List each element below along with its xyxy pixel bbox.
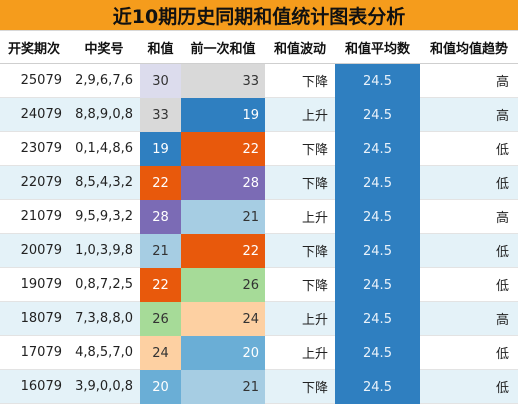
average-trend-cell: 低 [420,166,518,200]
winning-numbers-cell: 8,5,4,3,2 [68,166,140,200]
average-trend-cell: 高 [420,302,518,336]
previous-sum-cell: 24 [181,302,265,336]
period-cell: 16079 [0,370,68,404]
sum-average-cell: 24.5 [335,268,420,302]
average-trend-cell: 低 [420,370,518,404]
previous-sum-cell: 26 [181,268,265,302]
previous-sum-cell: 20 [181,336,265,370]
average-trend-cell: 高 [420,64,518,98]
winning-numbers-cell: 7,3,8,8,0 [68,302,140,336]
average-trend-cell: 低 [420,234,518,268]
sum-average-cell: 24.5 [335,200,420,234]
sum-cell: 30 [140,64,181,98]
sum-fluctuation-cell: 下降 [265,234,335,268]
sum-average-cell: 24.5 [335,132,420,166]
sum-average-cell: 24.5 [335,302,420,336]
average-trend-cell: 低 [420,268,518,302]
sum-cell: 19 [140,132,181,166]
previous-sum-cell: 19 [181,98,265,132]
header-sum: 和值 [140,31,181,64]
sum-fluctuation-cell: 下降 [265,64,335,98]
period-cell: 20079 [0,234,68,268]
sum-average-cell: 24.5 [335,370,420,404]
table-row: 16079 3,9,0,0,8 20 21 下降 24.5 低 [0,370,518,404]
table-row: 22079 8,5,4,3,2 22 28 下降 24.5 低 [0,166,518,200]
sum-fluctuation-cell: 下降 [265,132,335,166]
previous-sum-cell: 33 [181,64,265,98]
period-cell: 18079 [0,302,68,336]
average-trend-cell: 高 [420,98,518,132]
winning-numbers-cell: 2,9,6,7,6 [68,64,140,98]
winning-numbers-cell: 4,8,5,7,0 [68,336,140,370]
sum-average-cell: 24.5 [335,234,420,268]
average-trend-cell: 低 [420,132,518,166]
sum-average-cell: 24.5 [335,166,420,200]
table-row: 17079 4,8,5,7,0 24 20 上升 24.5 低 [0,336,518,370]
winning-numbers-cell: 9,5,9,3,2 [68,200,140,234]
header-sum-fluctuation: 和值波动 [265,31,335,64]
period-cell: 22079 [0,166,68,200]
period-cell: 24079 [0,98,68,132]
table-row: 18079 7,3,8,8,0 26 24 上升 24.5 高 [0,302,518,336]
previous-sum-cell: 22 [181,234,265,268]
sum-cell: 21 [140,234,181,268]
table-row: 24079 8,8,9,0,8 33 19 上升 24.5 高 [0,98,518,132]
header-winning-numbers: 中奖号 [68,31,140,64]
table-row: 23079 0,1,4,8,6 19 22 下降 24.5 低 [0,132,518,166]
sum-average-cell: 24.5 [335,336,420,370]
page-title: 近10期历史同期和值统计图表分析 [0,0,518,31]
table-row: 21079 9,5,9,3,2 28 21 上升 24.5 高 [0,200,518,234]
table-header: 开奖期次 中奖号 和值 前一次和值 和值波动 和值平均数 和值均值趋势 [0,31,518,64]
previous-sum-cell: 22 [181,132,265,166]
previous-sum-cell: 21 [181,200,265,234]
winning-numbers-cell: 0,8,7,2,5 [68,268,140,302]
header-sum-average: 和值平均数 [335,31,420,64]
period-cell: 19079 [0,268,68,302]
sum-cell: 22 [140,268,181,302]
period-cell: 17079 [0,336,68,370]
previous-sum-cell: 21 [181,370,265,404]
sum-cell: 26 [140,302,181,336]
average-trend-cell: 高 [420,200,518,234]
period-cell: 23079 [0,132,68,166]
sum-fluctuation-cell: 下降 [265,166,335,200]
winning-numbers-cell: 1,0,3,9,8 [68,234,140,268]
header-average-trend: 和值均值趋势 [420,31,518,64]
sum-fluctuation-cell: 下降 [265,268,335,302]
previous-sum-cell: 28 [181,166,265,200]
average-trend-cell: 低 [420,336,518,370]
sum-cell: 24 [140,336,181,370]
sum-cell: 20 [140,370,181,404]
sum-fluctuation-cell: 上升 [265,200,335,234]
period-cell: 25079 [0,64,68,98]
period-cell: 21079 [0,200,68,234]
header-previous-sum: 前一次和值 [181,31,265,64]
sum-cell: 22 [140,166,181,200]
winning-numbers-cell: 3,9,0,0,8 [68,370,140,404]
table-row: 19079 0,8,7,2,5 22 26 下降 24.5 低 [0,268,518,302]
table-row: 20079 1,0,3,9,8 21 22 下降 24.5 低 [0,234,518,268]
sum-fluctuation-cell: 上升 [265,98,335,132]
header-period: 开奖期次 [0,31,68,64]
sum-average-cell: 24.5 [335,64,420,98]
sum-fluctuation-cell: 上升 [265,336,335,370]
sum-cell: 28 [140,200,181,234]
sum-cell: 33 [140,98,181,132]
winning-numbers-cell: 0,1,4,8,6 [68,132,140,166]
table-row: 25079 2,9,6,7,6 30 33 下降 24.5 高 [0,64,518,98]
winning-numbers-cell: 8,8,9,0,8 [68,98,140,132]
sum-fluctuation-cell: 上升 [265,302,335,336]
sum-average-cell: 24.5 [335,98,420,132]
sum-fluctuation-cell: 下降 [265,370,335,404]
